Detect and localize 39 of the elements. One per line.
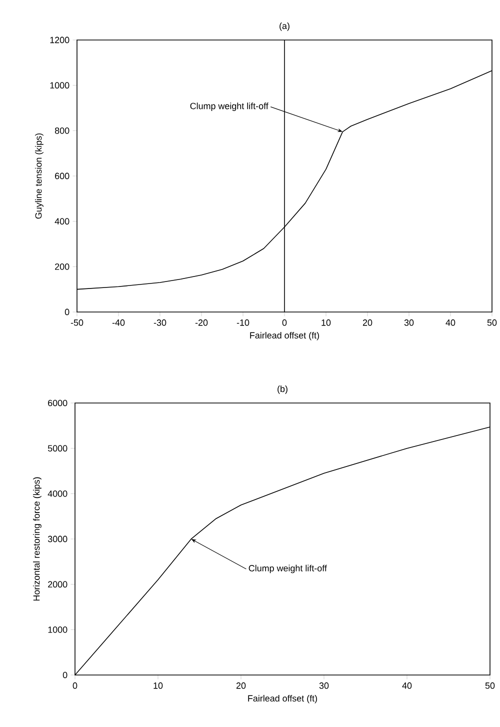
y-tick-label: 1200	[50, 36, 70, 44]
x-tick-label: 20	[362, 319, 372, 326]
y-tick-label: 1000	[50, 82, 70, 89]
x-axis-title: Fairlead offset (ft)	[250, 332, 319, 340]
x-tick-label: 50	[487, 319, 497, 326]
x-tick-label: -50	[70, 319, 84, 326]
y-tick-label: 800	[54, 127, 70, 134]
y-tick-label: 2000	[48, 581, 68, 588]
y-tick-label: 0	[64, 308, 70, 316]
x-tick-label: 0	[282, 319, 287, 326]
x-tick-label: 40	[402, 682, 412, 689]
annotation: Clump weight lift-off	[248, 564, 327, 574]
x-tick-label: 30	[404, 319, 414, 326]
y-axis-title: Guyline tension (kips)	[35, 133, 44, 219]
y-tick-label: 400	[54, 218, 70, 225]
y-tick-label: 1000	[48, 626, 68, 633]
y-tick-label: 6000	[48, 400, 68, 406]
x-tick-label: 20	[236, 682, 246, 689]
chart-title: (a)	[280, 22, 290, 31]
x-axis-title: Fairlead offset (ft)	[248, 694, 317, 704]
x-tick-label: 50	[485, 682, 495, 689]
chart-title: (b)	[278, 385, 288, 394]
x-tick-label: -20	[195, 319, 208, 326]
y-tick-label: 3000	[48, 536, 68, 542]
y-tick-label: 4000	[48, 490, 68, 497]
x-tick-label: -10	[236, 319, 250, 326]
x-tick-label: -30	[154, 319, 166, 326]
y-tick-label: 0	[62, 672, 68, 678]
y-tick-label: 600	[55, 172, 70, 180]
x-tick-label: 10	[154, 682, 163, 689]
x-tick-label: 40	[446, 319, 456, 326]
x-tick-label: 30	[319, 682, 329, 689]
x-tick-label: -40	[112, 319, 125, 326]
x-tick-label: 0	[72, 682, 78, 689]
x-tick-label: 10	[322, 319, 331, 326]
y-tick-label: 5000	[48, 445, 68, 452]
y-axis-title: Horizontal restoring force (kips)	[33, 477, 42, 601]
y-tick-label: 200	[55, 263, 70, 270]
annotation: Clump weight lift-off	[190, 102, 268, 111]
